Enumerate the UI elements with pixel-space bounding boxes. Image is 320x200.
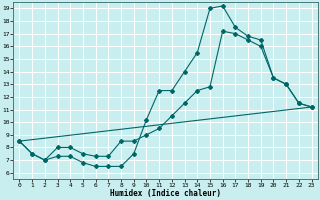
X-axis label: Humidex (Indice chaleur): Humidex (Indice chaleur): [110, 189, 221, 198]
